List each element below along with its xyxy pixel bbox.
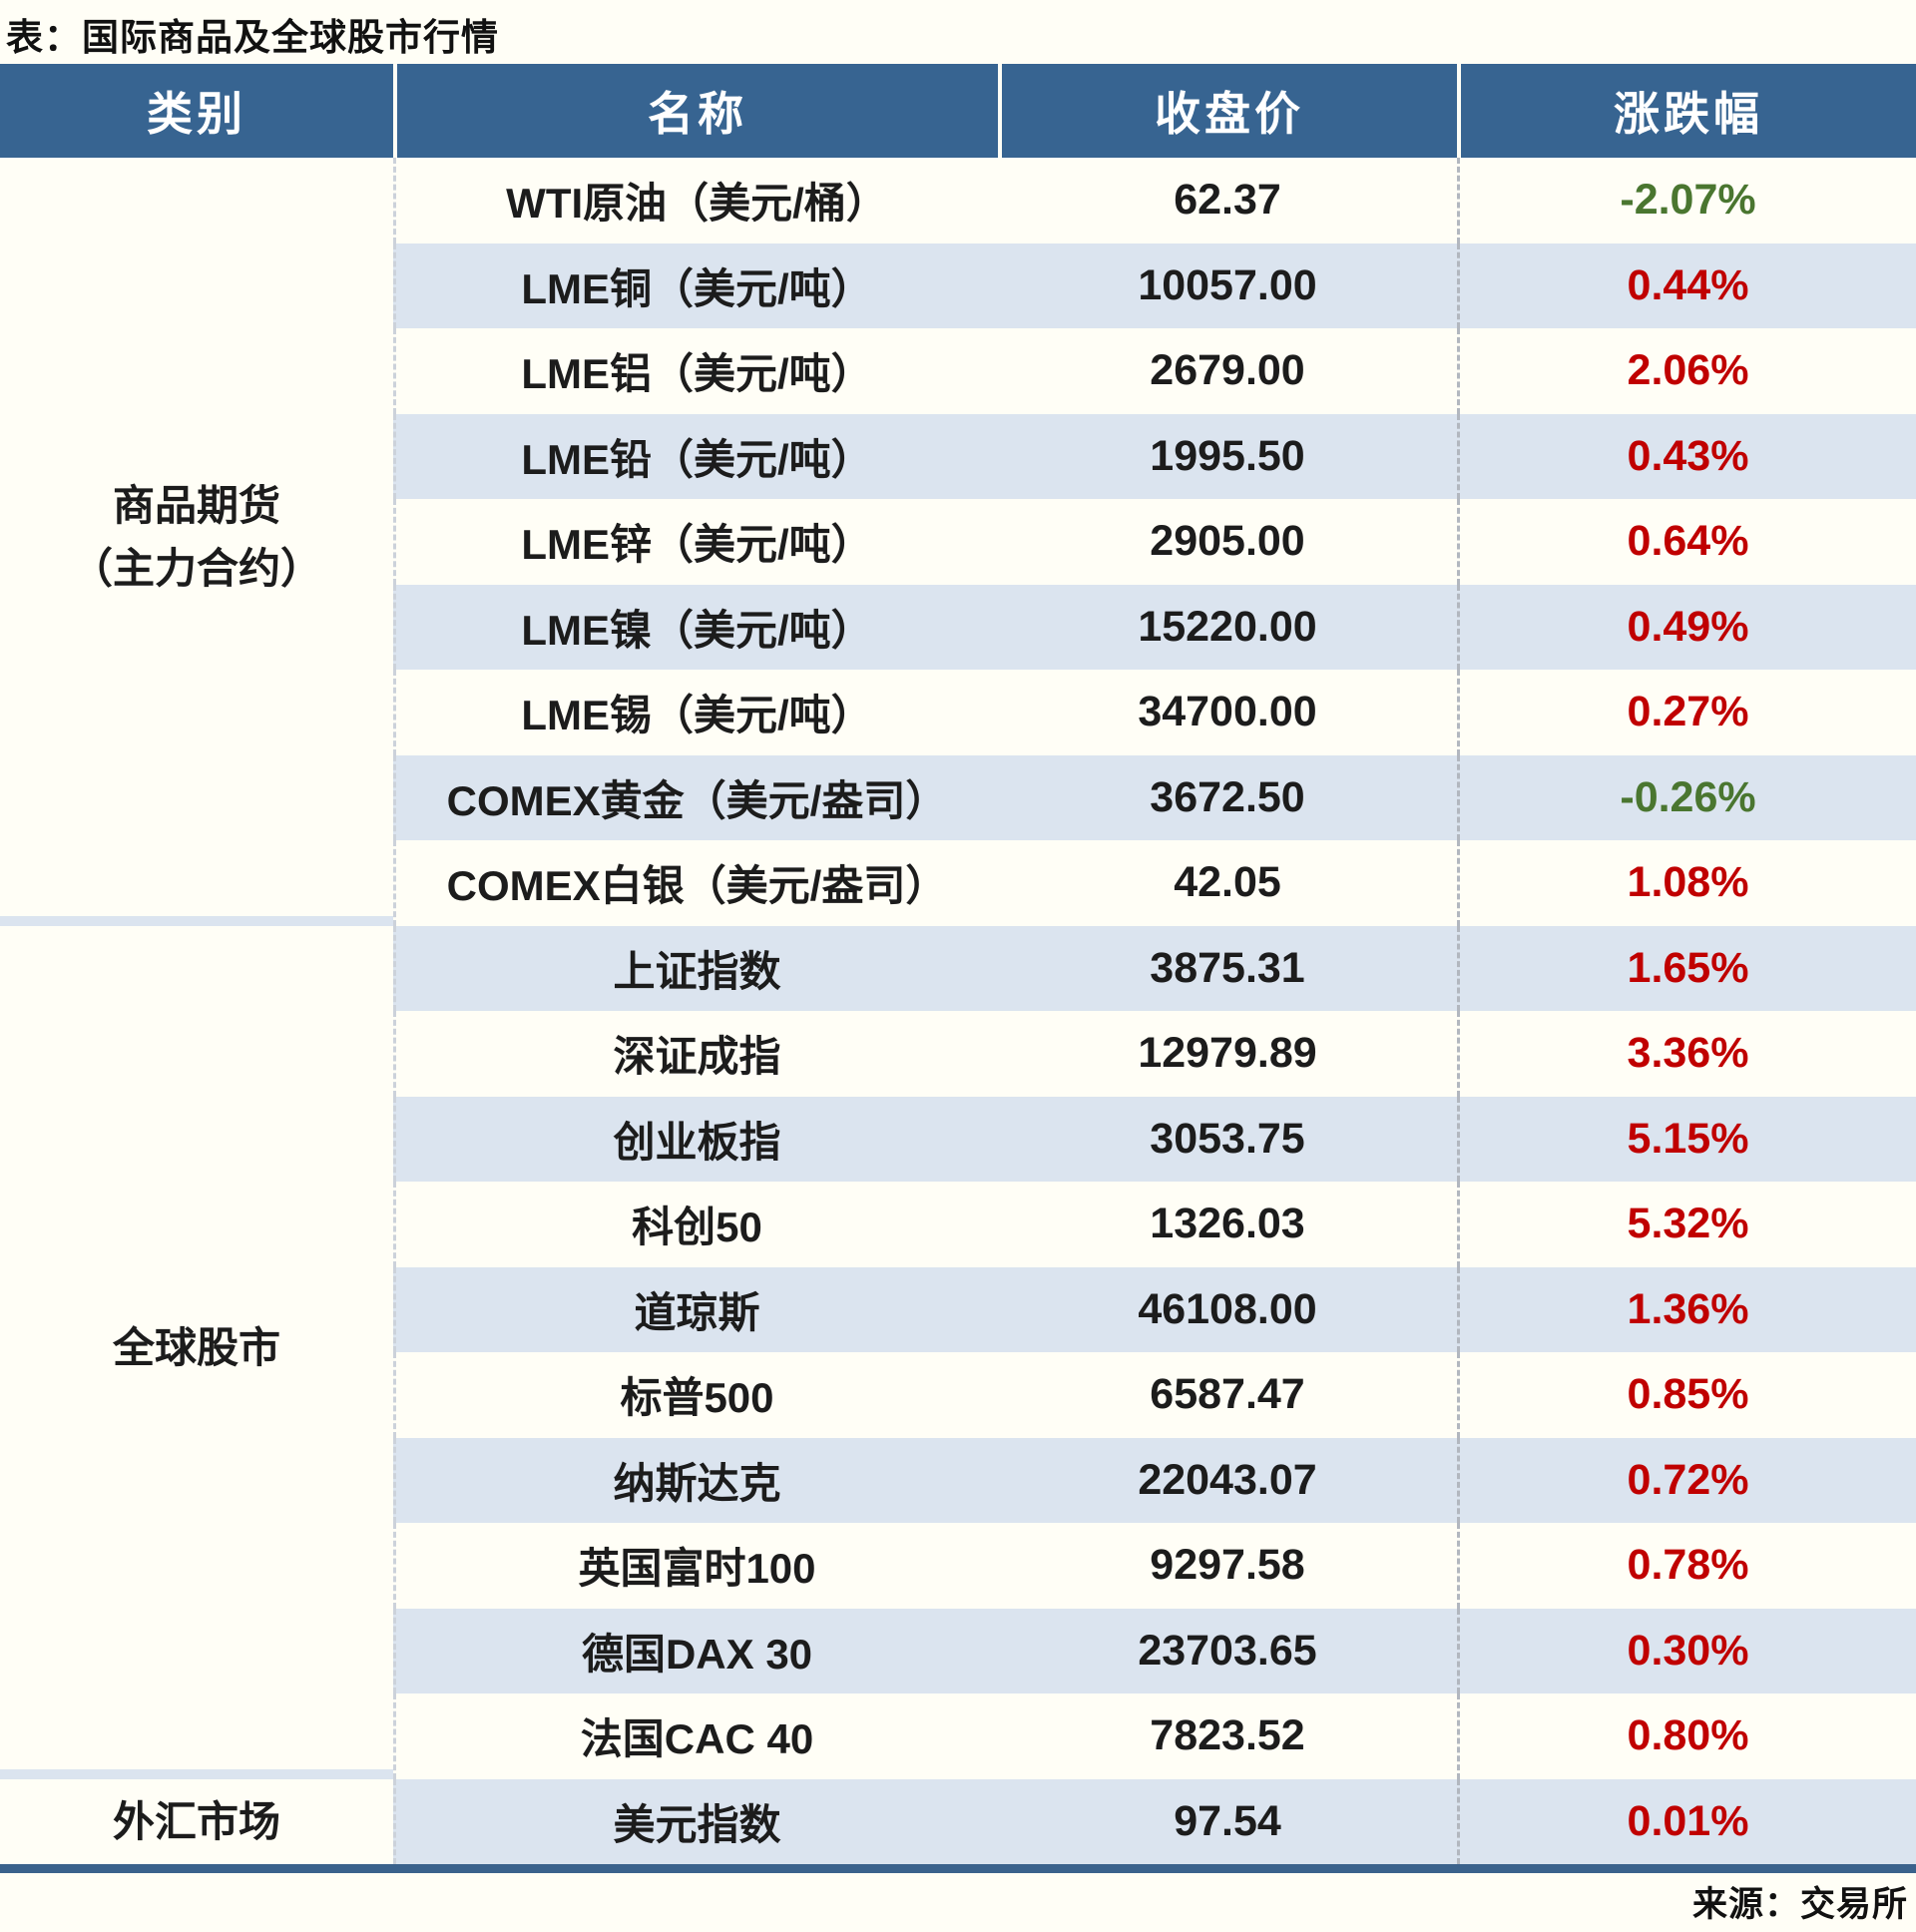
close-cell: 10057.00 <box>998 242 1457 328</box>
change-cell: 5.32% <box>1457 1182 1916 1267</box>
close-cell: 62.37 <box>998 158 1457 243</box>
close-cell: 3053.75 <box>998 1096 1457 1182</box>
name-cell: 创业板指 <box>393 1096 998 1182</box>
name-cell: LME铅（美元/吨） <box>393 413 998 499</box>
change-cell: -0.26% <box>1457 754 1916 840</box>
close-cell: 12979.89 <box>998 1011 1457 1097</box>
change-cell: 0.49% <box>1457 584 1916 670</box>
change-cell: 0.44% <box>1457 242 1916 328</box>
category-cell: 外汇市场 <box>0 1778 393 1864</box>
close-cell: 97.54 <box>998 1778 1457 1864</box>
bottom-rule <box>0 1864 1916 1873</box>
close-cell: 1995.50 <box>998 413 1457 499</box>
name-cell: 纳斯达克 <box>393 1437 998 1523</box>
close-cell: 6587.47 <box>998 1352 1457 1438</box>
close-cell: 15220.00 <box>998 584 1457 670</box>
change-cell: 1.65% <box>1457 925 1916 1011</box>
close-cell: 46108.00 <box>998 1266 1457 1352</box>
close-cell: 9297.58 <box>998 1523 1457 1609</box>
close-cell: 3672.50 <box>998 754 1457 840</box>
close-cell: 2905.00 <box>998 499 1457 585</box>
source-note: 来源：交易所 <box>1691 1884 1908 1924</box>
name-cell: 美元指数 <box>393 1778 998 1864</box>
category-line: （主力合约） <box>70 544 322 592</box>
close-cell: 22043.07 <box>998 1437 1457 1523</box>
header-cell-change: 涨跌幅 <box>1457 64 1916 158</box>
change-cell: 0.30% <box>1457 1608 1916 1693</box>
name-cell: LME铝（美元/吨） <box>393 328 998 414</box>
category-cell: 全球股市 <box>0 925 393 1779</box>
close-cell: 2679.00 <box>998 328 1457 414</box>
change-cell: 0.27% <box>1457 670 1916 755</box>
name-cell: COMEX黄金（美元/盎司） <box>393 754 998 840</box>
category-line: 全球股市 <box>112 1323 280 1371</box>
change-cell: 1.08% <box>1457 840 1916 926</box>
change-cell: 0.85% <box>1457 1352 1916 1438</box>
close-cell: 23703.65 <box>998 1608 1457 1693</box>
name-cell: 科创50 <box>393 1182 998 1267</box>
change-cell: 0.43% <box>1457 413 1916 499</box>
name-cell: 德国DAX 30 <box>393 1608 998 1693</box>
change-cell: 0.80% <box>1457 1693 1916 1779</box>
close-cell: 7823.52 <box>998 1693 1457 1779</box>
name-cell: LME锌（美元/吨） <box>393 499 998 585</box>
change-cell: 5.15% <box>1457 1096 1916 1182</box>
market-table: 类别 名称 收盘价 涨跌幅商品期货 （主力合约） WTI原油（美元/桶） 62.37 -2.0… <box>0 64 1916 1864</box>
name-cell: 英国富时100 <box>393 1523 998 1609</box>
name-cell: 深证成指 <box>393 1011 998 1097</box>
header-cell-close: 收盘价 <box>998 64 1457 158</box>
name-cell: WTI原油（美元/桶） <box>393 158 998 243</box>
page-title: 表：国际商品及全球股市行情 <box>6 17 499 58</box>
change-cell: 2.06% <box>1457 328 1916 414</box>
header-cell-name: 名称 <box>393 64 998 158</box>
close-cell: 42.05 <box>998 840 1457 926</box>
name-cell: LME铜（美元/吨） <box>393 242 998 328</box>
name-cell: 上证指数 <box>393 925 998 1011</box>
change-cell: 0.72% <box>1457 1437 1916 1523</box>
category-line: 外汇市场 <box>112 1797 280 1845</box>
name-cell: 标普500 <box>393 1352 998 1438</box>
category-cell: 商品期货 （主力合约） <box>0 158 393 926</box>
change-cell: -2.07% <box>1457 158 1916 243</box>
category-line: 商品期货 <box>112 481 280 529</box>
change-cell: 3.36% <box>1457 1011 1916 1097</box>
name-cell: COMEX白银（美元/盎司） <box>393 840 998 926</box>
name-cell: 道琼斯 <box>393 1266 998 1352</box>
close-cell: 1326.03 <box>998 1182 1457 1267</box>
header-cell-category: 类别 <box>0 64 393 158</box>
change-cell: 0.64% <box>1457 499 1916 585</box>
name-cell: 法国CAC 40 <box>393 1693 998 1779</box>
change-cell: 0.78% <box>1457 1523 1916 1609</box>
name-cell: LME镍（美元/吨） <box>393 584 998 670</box>
name-cell: LME锡（美元/吨） <box>393 670 998 755</box>
close-cell: 3875.31 <box>998 925 1457 1011</box>
close-cell: 34700.00 <box>998 670 1457 755</box>
change-cell: 1.36% <box>1457 1266 1916 1352</box>
change-cell: 0.01% <box>1457 1778 1916 1864</box>
